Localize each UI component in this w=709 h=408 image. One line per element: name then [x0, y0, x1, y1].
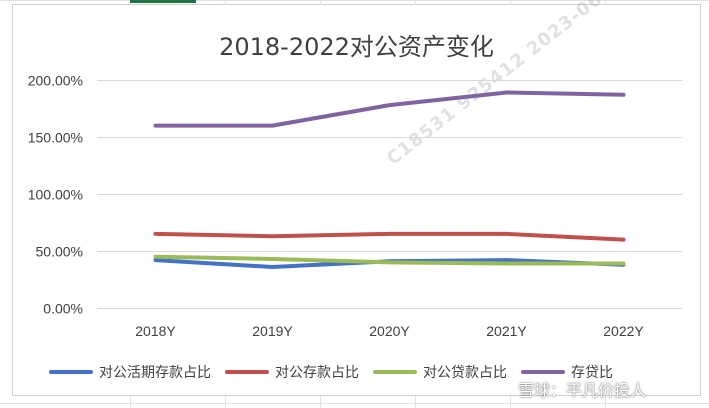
brand-watermark: 雪球：平凡价投人 [518, 381, 647, 400]
y-axis-labels: 0.00% 50.00% 100.00% 150.00% 200.00% [28, 73, 83, 317]
chart-title: 2018-2022对公资产变化 [219, 33, 494, 61]
x-axis-labels: 2018Y 2019Y 2020Y 2021Y 2022Y [135, 323, 644, 339]
legend-swatch [521, 370, 565, 374]
y-tick-label: 50.00% [36, 244, 83, 260]
chart-area[interactable]: 2018-2022对公资产变化 C18531 925412 2023-06-28… [12, 0, 701, 400]
legend-item[interactable]: 对公存款占比 [225, 362, 359, 382]
x-tick-label: 2022Y [603, 323, 644, 339]
y-tick-label: 0.00% [43, 301, 83, 317]
legend-item[interactable]: 对公贷款占比 [373, 362, 507, 382]
series-line[interactable] [153, 90, 626, 128]
gridlines [97, 80, 682, 309]
legend: 对公活期存款占比 对公存款占比 对公贷款占比 存贷比 [49, 362, 613, 382]
legend-item[interactable]: 存贷比 [521, 362, 613, 382]
x-tick-label: 2019Y [252, 323, 293, 339]
legend-label: 对公活期存款占比 [99, 365, 211, 381]
y-tick-label: 200.00% [28, 73, 83, 89]
legend-swatch [225, 370, 269, 374]
x-tick-label: 2021Y [486, 323, 527, 339]
x-tick-label: 2020Y [369, 323, 410, 339]
legend-swatch [49, 370, 93, 374]
y-tick-label: 100.00% [28, 187, 83, 203]
legend-label: 对公贷款占比 [423, 365, 507, 381]
x-tick-label: 2018Y [135, 323, 176, 339]
y-tick-label: 150.00% [28, 130, 83, 146]
series-line[interactable] [153, 231, 626, 242]
series-lines [153, 90, 626, 269]
series-line[interactable] [153, 254, 626, 266]
legend-label: 存贷比 [571, 365, 613, 381]
plot-area: 0.00%50.00%100.00%150.00%200.00% 2018Y 20… [28, 73, 682, 339]
legend-item[interactable]: 对公活期存款占比 [49, 362, 211, 382]
legend-label: 对公存款占比 [275, 365, 359, 381]
legend-swatch [373, 370, 417, 374]
